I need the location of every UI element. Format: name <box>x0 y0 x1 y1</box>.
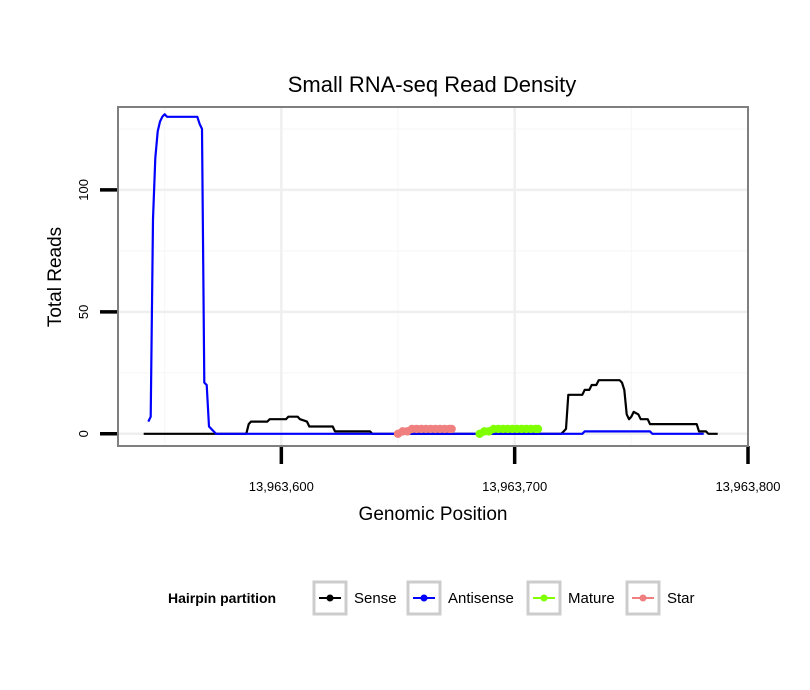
star-point <box>447 424 456 434</box>
plot-panel-border <box>117 106 749 447</box>
sense-series-line <box>143 379 718 435</box>
legend: Hairpin partition Sense Antisense Mature St… <box>168 580 695 616</box>
mature-point <box>533 424 543 434</box>
x-axis: 13,963,600 13,963,700 13,963,800 <box>249 446 781 494</box>
legend-title: Hairpin partition <box>168 590 276 606</box>
x-tick-label: 13,963,800 <box>715 479 780 494</box>
y-tick-label: 50 <box>76 305 91 319</box>
legend-key-point-antisense <box>420 594 428 602</box>
x-tick-label: 13,963,600 <box>249 479 314 494</box>
legend-key-point-mature <box>540 594 548 602</box>
legend-key-point-star <box>639 594 647 602</box>
legend-label-star: Star <box>667 590 695 607</box>
y-axis: 0 50 100 <box>76 179 118 437</box>
antisense-series-line <box>147 113 704 435</box>
legend-label-sense: Sense <box>354 590 397 607</box>
chart-title: Small RNA-seq Read Density <box>288 72 577 97</box>
y-tick-label: 100 <box>76 179 91 201</box>
y-tick-label: 0 <box>76 430 91 437</box>
legend-label-mature: Mature <box>568 590 615 607</box>
x-tick-label: 13,963,700 <box>482 479 547 494</box>
y-axis-title: Total Reads <box>45 227 66 327</box>
series-layer <box>143 113 718 439</box>
x-axis-title: Genomic Position <box>359 504 508 525</box>
legend-label-antisense: Antisense <box>448 590 514 607</box>
legend-key-point-sense <box>326 594 334 602</box>
